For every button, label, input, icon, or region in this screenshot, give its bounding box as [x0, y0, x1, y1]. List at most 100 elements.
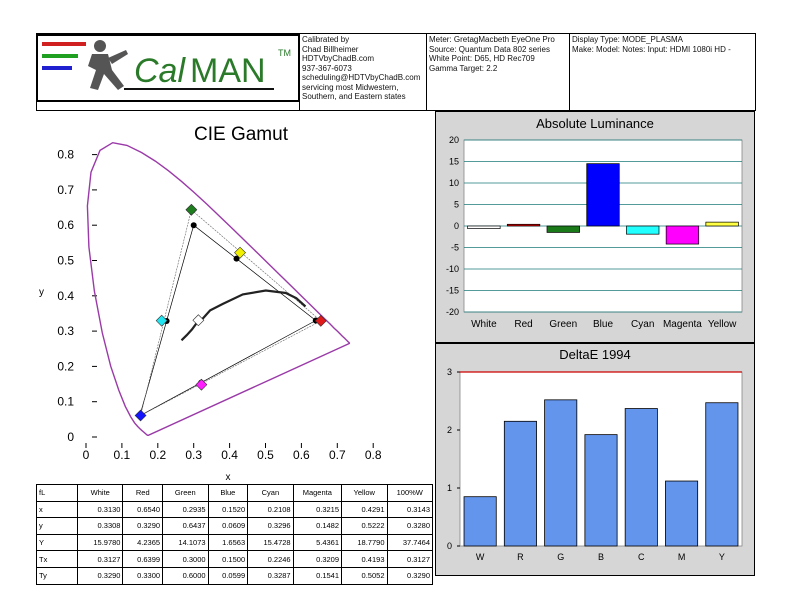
table-cell: 0.3300	[122, 566, 164, 585]
table-row: x 0.3130 0.6540 0.2935 0.1520 0.2108 0.3215 0.4…	[36, 500, 433, 519]
display-info: Display Type: MODE_PLASMA Make: Model: N…	[572, 35, 731, 54]
table-cell: 0.6399	[122, 550, 164, 568]
cie-y-tick-label: 0.3	[57, 324, 74, 338]
luminance-category-label: Yellow	[708, 319, 737, 330]
cie-y-label: y	[39, 287, 44, 298]
cie-y-tick-label: 0.1	[57, 395, 74, 409]
table-cell: 0.1482	[292, 517, 343, 535]
luminance-bar	[626, 225, 660, 235]
table-row: y 0.3308 0.3290 0.6437 0.0609 0.3296 0.1482 0.5…	[36, 517, 433, 535]
deltae-category-label: R	[517, 552, 524, 562]
deltae-y-tick-label: 1	[447, 483, 452, 493]
table-row: Y 15.9780 4.2365 14.1073 1.6563 15.4728 5.4361…	[36, 533, 433, 552]
cie-y-tick-label: 0	[67, 430, 74, 444]
deltae-bar	[624, 408, 658, 547]
cie-axes: 0 0.1 0.2 0.3 0.4 0.5 0.6 0.7 0.8 0 0.1 0.2 0.3 0.4 0.…	[57, 148, 382, 462]
deltae-category-label: B	[598, 552, 604, 562]
table-cell: 0.3280	[386, 517, 433, 535]
luminance-y-tick-label: 10	[449, 178, 459, 188]
table-header-cell: fL	[36, 484, 78, 502]
luminance-category-label: White	[471, 319, 497, 330]
cie-measured-gamut	[140, 209, 322, 417]
table-cell: 0.3143	[386, 500, 433, 519]
table-cell: 0.0609	[207, 517, 249, 535]
cie-x-tick-label: 0.1	[114, 448, 131, 462]
luminance-y-tick-label: 5	[454, 200, 459, 210]
table-header-cell: Magenta	[292, 484, 343, 502]
table-cell: 0.3308	[76, 517, 124, 535]
table-cell: 0.2108	[247, 500, 294, 519]
cie-x-tick-label: 0.3	[185, 448, 202, 462]
luminance-y-tick-label: -10	[446, 264, 459, 274]
cie-title: CIE Gamut	[194, 124, 289, 145]
cie-measured-point	[155, 314, 168, 327]
luminance-bar	[467, 225, 501, 229]
table-row-label: x	[36, 500, 78, 519]
deltae-bar	[705, 402, 739, 547]
luminance-y-tick-label: -15	[446, 286, 459, 296]
deltae-category-label: Y	[719, 552, 725, 562]
luminance-category-label: Red	[514, 319, 532, 330]
calibrator-info: Calibrated by Chad Billheimer HDTVbyChad…	[302, 35, 421, 101]
deltae-bar	[665, 480, 699, 547]
deltae-bar	[503, 420, 537, 547]
table-cell: 0.5052	[341, 566, 388, 585]
header-divider	[426, 34, 427, 110]
table-cell: 0.4193	[341, 550, 388, 568]
deltae-category-label: G	[557, 552, 564, 562]
cie-spectral-locus	[86, 141, 351, 436]
table-cell: 0.4291	[341, 500, 388, 519]
cie-x-tick-label: 0.4	[221, 448, 238, 462]
meter-info: Meter: GretagMacbeth EyeOne Pro Source: …	[429, 35, 555, 73]
table-cell: 0.3290	[122, 517, 164, 535]
cie-target-point	[233, 255, 240, 262]
deltae-panel: DeltaE 1994 3 2 1 0 W R G B C M Y	[435, 343, 755, 576]
table-cell: 0.3127	[76, 550, 124, 568]
deltae-category-label: C	[638, 552, 645, 562]
table-cell: 0.3290	[76, 566, 124, 585]
table-cell: 0.3290	[386, 566, 433, 585]
table-cell: 14.1073	[162, 533, 209, 552]
running-man-icon	[88, 40, 128, 90]
table-cell: 0.3296	[247, 517, 294, 535]
logo-green-stripe	[42, 54, 78, 58]
cie-measured-point	[234, 246, 246, 259]
cie-y-tick-label: 0.5	[57, 254, 74, 268]
table-cell: 4.2365	[122, 533, 164, 552]
table-cell: 0.3215	[292, 500, 343, 519]
luminance-y-tick-label: -5	[451, 243, 459, 253]
luminance-y-tick-label: -20	[446, 307, 459, 317]
table-header-cell: Cyan	[247, 484, 294, 502]
cie-gamut-chart: CIE Gamut 00.10.20.30.40.50.60.70.80 0.1 0…	[39, 124, 382, 482]
luminance-panel: Absolute Luminance 20 15 10 5 0 -5 -10 -15 -20 Wh…	[435, 111, 755, 343]
luminance-y-tick-label: 0	[454, 221, 459, 231]
luminance-bar	[705, 221, 739, 227]
cie-y-tick-label: 0.4	[57, 289, 74, 303]
cie-plot-area	[86, 141, 351, 436]
table-header-cell: Red	[122, 484, 164, 502]
cie-measured-point	[134, 409, 147, 422]
cie-target-point	[190, 222, 197, 229]
logo-underline	[124, 88, 274, 90]
table-cell: 0.6437	[162, 517, 209, 535]
deltae-chart: 3 2 1 0 W R G B C M Y	[447, 367, 743, 562]
table-cell: 0.1500	[207, 550, 249, 568]
luminance-title: Absolute Luminance	[536, 116, 654, 131]
cie-measured-point	[195, 378, 208, 391]
table-cell: 18.7790	[341, 533, 388, 552]
table-cell: 0.3287	[247, 566, 294, 585]
table-row-label: Y	[36, 533, 78, 552]
table-cell: 0.3130	[76, 500, 124, 519]
deltae-bar	[544, 399, 578, 547]
luminance-category-label: Magenta	[663, 319, 702, 330]
deltae-bar	[463, 496, 497, 547]
table-cell: 0.0599	[207, 566, 249, 585]
table-row-label: y	[36, 517, 78, 535]
header-divider	[569, 34, 570, 110]
table-cell: 1.6563	[207, 533, 249, 552]
table-header-cell: White	[76, 484, 124, 502]
luminance-category-label: Green	[549, 319, 577, 330]
cie-y-tick-label: 0.8	[57, 148, 74, 162]
cie-measured-point	[192, 314, 205, 327]
cie-x-tick-label: 0.6	[293, 448, 310, 462]
